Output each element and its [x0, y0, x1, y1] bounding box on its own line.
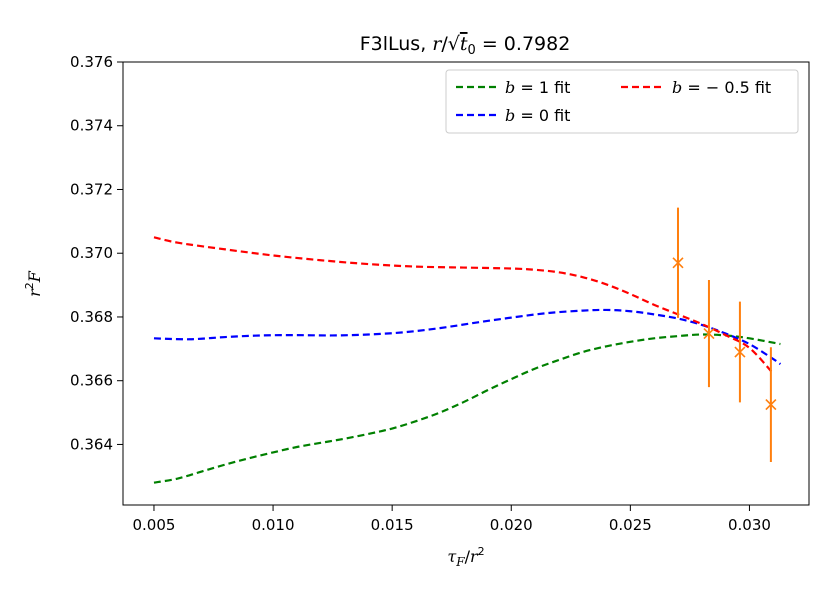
- x-tick-label: 0.005: [132, 516, 175, 534]
- x-tick-label: 0.015: [371, 516, 414, 534]
- legend-label-b1: b = 1 fit: [505, 78, 570, 97]
- y-axis-ticks: 0.364 0.366 0.368 0.370 0.372 0.374 0.376: [70, 53, 123, 453]
- data-point-marker: [703, 327, 715, 340]
- axes-frame: [122, 61, 810, 506]
- y-tick-label: 0.372: [70, 180, 113, 198]
- legend-box: [445, 69, 799, 134]
- y-axis-label: r2F: [23, 270, 44, 297]
- y-tick-label: 0.374: [70, 117, 113, 135]
- x-tick-label: 0.025: [609, 516, 652, 534]
- legend-entry-bm05: b = − 0.5 fit: [621, 78, 771, 97]
- error-points-layer: [672, 207, 777, 462]
- legend-entry-b0: b = 0 fit: [456, 106, 570, 125]
- chart-title: F3lLus, r/√t0 = 0.7982: [360, 33, 571, 58]
- x-tick-label: 0.030: [728, 516, 771, 534]
- x-tick-label: 0.010: [252, 516, 295, 534]
- y-tick-label: 0.370: [70, 244, 113, 262]
- legend: b = 1 fit b = − 0.5 fit b = 0 fit: [445, 69, 799, 134]
- x-tick-label: 0.020: [490, 516, 533, 534]
- series-layer: [153, 236, 782, 484]
- legend-label-bm05: b = − 0.5 fit: [672, 78, 771, 97]
- x-axis-ticks: 0.005 0.010 0.015 0.020 0.025 0.030: [132, 505, 771, 534]
- plot-area: [122, 61, 810, 506]
- series-line-bm05: [153, 236, 775, 375]
- legend-label-b0: b = 0 fit: [505, 106, 570, 125]
- y-tick-label: 0.376: [70, 53, 113, 71]
- series-line-b1: [153, 333, 781, 484]
- legend-entry-b1: b = 1 fit: [456, 78, 570, 97]
- y-tick-label: 0.368: [70, 308, 113, 326]
- y-tick-label: 0.364: [70, 435, 113, 453]
- data-point-marker: [765, 399, 777, 411]
- data-point-marker: [734, 346, 746, 358]
- data-point-marker: [672, 257, 684, 269]
- y-tick-label: 0.366: [70, 372, 113, 390]
- x-axis-label: τF/r2: [447, 545, 484, 569]
